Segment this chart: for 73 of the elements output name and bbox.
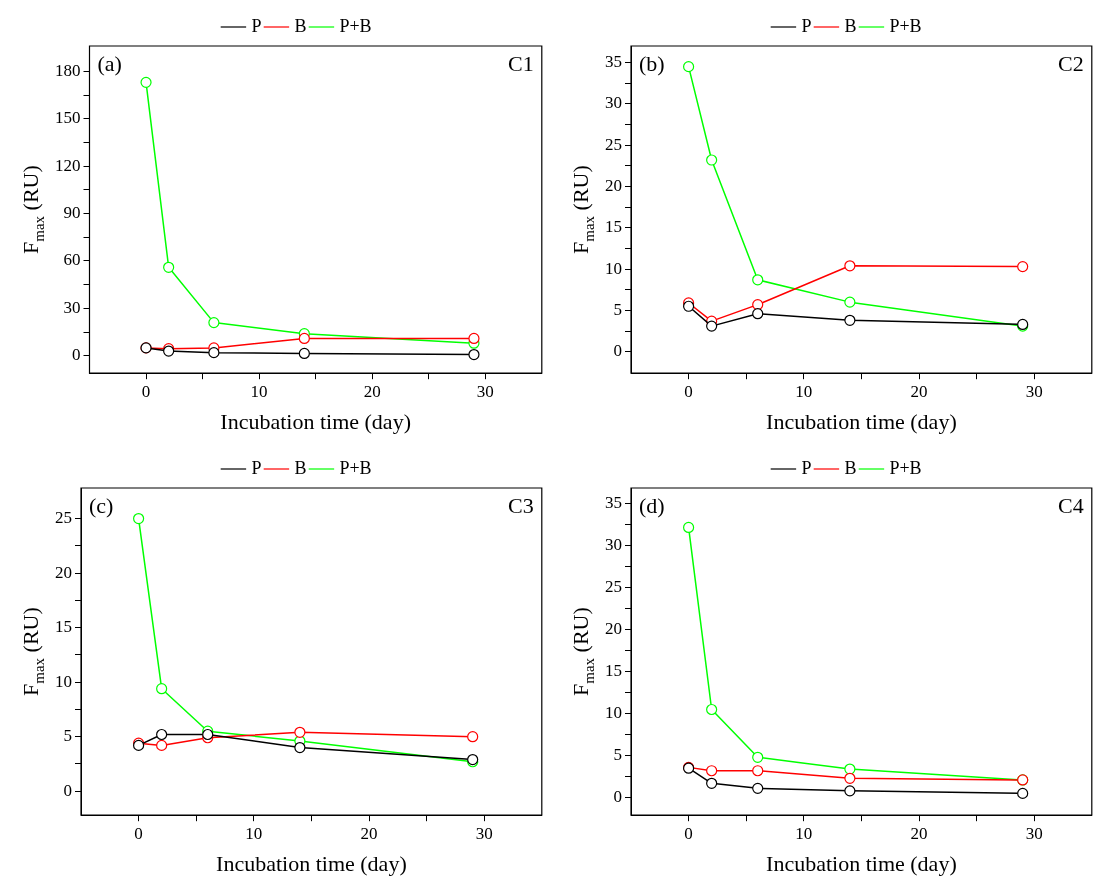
x-tick-label: 10 — [795, 823, 813, 843]
y-tick-label: 15 — [55, 617, 72, 637]
annotation: C1 — [508, 50, 534, 76]
legend-label: P+B — [339, 457, 372, 478]
y-tick-label: 20 — [55, 562, 72, 582]
y-tick-label: 20 — [605, 175, 622, 195]
y-tick-label: 150 — [55, 108, 81, 128]
y-tick-label: 5 — [63, 726, 72, 746]
y-tick-label: 20 — [605, 619, 622, 639]
legend-label: P+B — [889, 457, 922, 478]
y-axis-title: Fmax (RU) — [18, 165, 47, 254]
x-tick-label: 0 — [134, 823, 143, 843]
x-axis-title: Incubation time (day) — [216, 850, 407, 876]
y-tick-label: 0 — [72, 345, 81, 365]
legend-label: B — [844, 457, 857, 478]
y-tick-label: 120 — [55, 155, 81, 175]
annotation: C4 — [1058, 492, 1084, 518]
legend-label: P — [801, 457, 812, 478]
y-tick-label: 25 — [605, 577, 622, 597]
y-tick-label: 10 — [55, 671, 72, 691]
y-tick-label: 30 — [605, 535, 622, 555]
x-axis-title: Incubation time (day) — [766, 408, 957, 434]
y-tick-label: 35 — [605, 51, 622, 71]
y-tick-label: 30 — [605, 93, 622, 113]
y-tick-label: 15 — [605, 217, 622, 237]
x-tick-label: 30 — [476, 381, 494, 401]
legend-label: P — [251, 457, 262, 478]
y-tick-label: 10 — [605, 258, 622, 278]
annotation: (d) — [639, 492, 665, 518]
x-tick-label: 30 — [475, 823, 493, 843]
y-tick-label: 10 — [605, 703, 622, 723]
y-tick-label: 0 — [613, 341, 622, 361]
y-tick-label: 15 — [605, 661, 622, 681]
x-tick-label: 20 — [910, 823, 928, 843]
annotation: (a) — [97, 50, 122, 76]
legend-label: B — [294, 15, 307, 36]
y-tick-label: 5 — [613, 299, 622, 319]
x-tick-label: 10 — [245, 823, 263, 843]
x-tick-label: 0 — [684, 381, 693, 401]
x-tick-label: 10 — [795, 381, 813, 401]
annotation: C2 — [1058, 50, 1084, 76]
x-tick-label: 20 — [910, 381, 928, 401]
legend-label: B — [844, 15, 857, 36]
x-tick-label: 0 — [141, 381, 151, 401]
y-tick-label: 25 — [55, 508, 72, 528]
legend-label: P+B — [339, 15, 372, 36]
y-tick-label: 180 — [55, 60, 81, 80]
y-tick-label: 25 — [605, 134, 622, 154]
y-tick-label: 35 — [605, 493, 622, 513]
legend-label: P — [801, 15, 812, 36]
legend-label: B — [294, 457, 307, 478]
y-tick-label: 90 — [63, 203, 81, 223]
y-tick-label: 5 — [613, 745, 622, 765]
x-axis-title: Incubation time (day) — [220, 408, 411, 434]
y-tick-label: 0 — [613, 787, 622, 807]
legend-label: P — [251, 15, 262, 36]
x-tick-label: 30 — [1025, 381, 1043, 401]
y-tick-label: 0 — [63, 780, 72, 800]
annotation: (c) — [89, 492, 114, 518]
x-tick-label: 20 — [363, 381, 381, 401]
x-axis-title: Incubation time (day) — [766, 850, 957, 876]
legend-label: P+B — [889, 15, 922, 36]
x-tick-label: 20 — [360, 823, 378, 843]
x-tick-label: 30 — [1025, 823, 1043, 843]
y-axis-title: Fmax (RU) — [568, 607, 597, 696]
x-tick-label: 10 — [250, 381, 268, 401]
y-tick-label: 60 — [63, 250, 81, 270]
annotation: (b) — [639, 50, 665, 76]
y-tick-label: 30 — [63, 297, 81, 317]
x-tick-label: 0 — [684, 823, 693, 843]
y-axis-title: Fmax (RU) — [568, 165, 597, 254]
y-axis-title: Fmax (RU) — [18, 607, 47, 696]
annotation: C3 — [508, 492, 534, 518]
